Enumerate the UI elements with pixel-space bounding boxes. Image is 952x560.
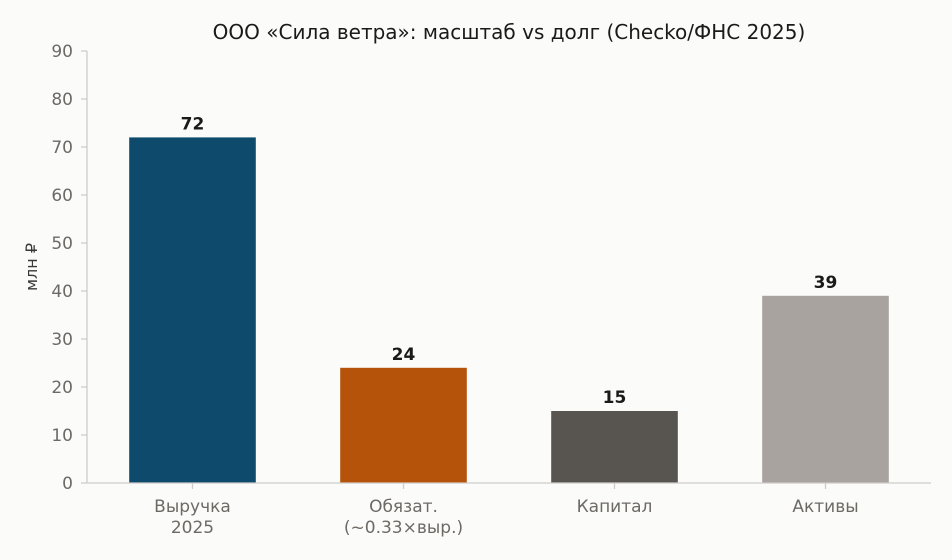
x-tick-label: Капитал: [577, 497, 653, 517]
y-axis: 0 10 20 30 40 50 60 70 80 90: [51, 42, 88, 494]
data-label: 39: [814, 273, 838, 293]
x-tick-label: Активы: [792, 497, 858, 517]
data-label: 24: [392, 345, 416, 365]
y-tick-label: 60: [51, 186, 73, 206]
y-axis-label: млн ₽: [22, 243, 41, 291]
y-tick-label: 10: [51, 426, 73, 446]
bar: [129, 137, 256, 483]
bars: 72 24 15 39: [129, 114, 889, 483]
y-tick-label: 30: [51, 330, 73, 350]
y-tick-label: 90: [51, 42, 73, 62]
bar: [762, 295, 889, 483]
y-tick-label: 20: [51, 378, 73, 398]
data-label: 72: [181, 114, 205, 134]
chart-title: ООО «Сила ветра»: масштаб vs долг (Check…: [213, 20, 806, 44]
x-axis: Выручка 2025 Обязат. (~0.33×выр.) Капитал Акт…: [87, 482, 931, 538]
bar: [551, 411, 678, 483]
x-tick-label: Обязат. (~0.33×выр.): [344, 497, 463, 538]
y-tick-label: 50: [51, 234, 73, 254]
y-tick-label: 0: [62, 474, 73, 494]
bar: [340, 367, 467, 483]
data-label: 15: [603, 388, 627, 408]
y-tick-label: 70: [51, 138, 73, 158]
y-tick-label: 80: [51, 90, 73, 110]
x-tick-label: Выручка 2025: [154, 497, 231, 538]
y-tick-label: 40: [51, 282, 73, 302]
